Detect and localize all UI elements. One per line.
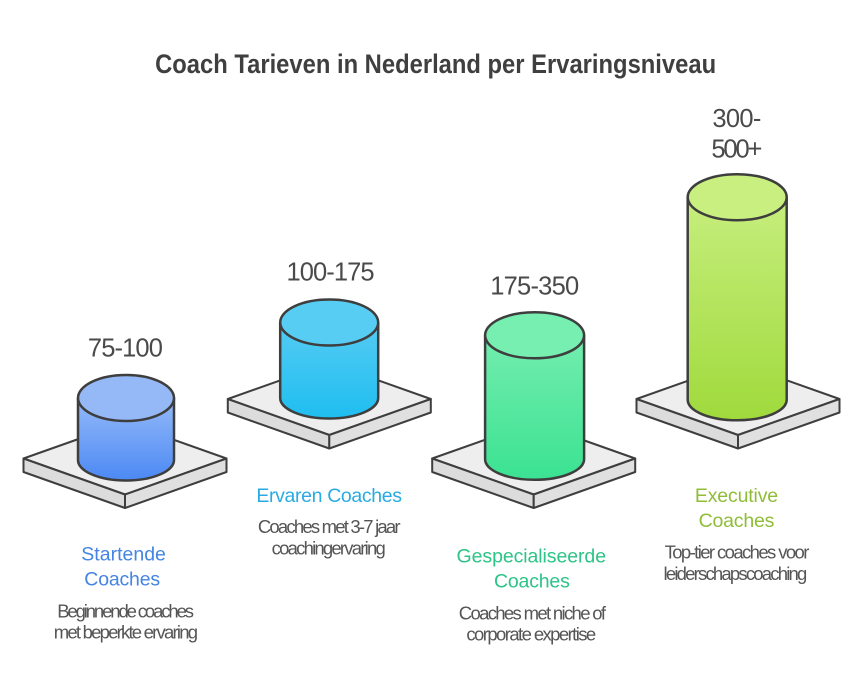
svg-text:Coaches: Coaches xyxy=(699,510,775,532)
svg-text:Ervaren Coaches: Ervaren Coaches xyxy=(256,485,402,507)
svg-text:Top-tier coaches voor: Top-tier coaches voor xyxy=(665,542,810,563)
svg-text:Executive: Executive xyxy=(695,485,778,507)
svg-text:Coaches: Coaches xyxy=(84,569,160,591)
svg-text:Coaches met niche of: Coaches met niche of xyxy=(459,602,607,623)
svg-text:corporate expertise: corporate expertise xyxy=(466,624,596,645)
svg-text:75-100: 75-100 xyxy=(88,335,163,363)
svg-text:leiderschapscoaching: leiderschapscoaching xyxy=(664,563,808,584)
svg-text:Gespecialiseerde: Gespecialiseerde xyxy=(457,546,607,568)
svg-text:175-350: 175-350 xyxy=(490,273,579,301)
svg-text:500+: 500+ xyxy=(711,136,762,164)
svg-text:Coaches met 3-7 jaar: Coaches met 3-7 jaar xyxy=(258,516,401,537)
svg-text:100-175: 100-175 xyxy=(287,258,375,286)
svg-text:Startende: Startende xyxy=(81,544,166,566)
svg-text:Coaches: Coaches xyxy=(494,571,570,593)
svg-text:300-: 300- xyxy=(712,105,761,133)
svg-text:Beginnende coaches: Beginnende coaches xyxy=(57,600,194,621)
svg-text:coachingervaring: coachingervaring xyxy=(272,537,386,558)
svg-text:met beperkte ervaring: met beperkte ervaring xyxy=(54,622,198,643)
svg-text:Coach Tarieven in Nederland pe: Coach Tarieven in Nederland per Ervaring… xyxy=(155,49,716,79)
